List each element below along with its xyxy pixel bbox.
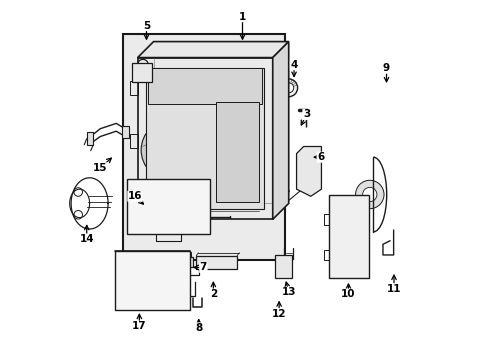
Bar: [115, 251, 189, 310]
Bar: [123, 35, 285, 260]
Text: 9: 9: [382, 63, 389, 73]
Bar: [132, 63, 151, 82]
Bar: [146, 68, 263, 209]
Text: 2: 2: [209, 289, 216, 299]
Text: 16: 16: [128, 191, 142, 201]
Circle shape: [279, 79, 297, 97]
Circle shape: [141, 120, 201, 180]
Text: 7: 7: [199, 262, 207, 272]
Circle shape: [299, 160, 318, 180]
Polygon shape: [296, 146, 321, 196]
Text: 11: 11: [386, 284, 400, 294]
Circle shape: [154, 134, 188, 167]
Circle shape: [362, 187, 376, 202]
Bar: [215, 102, 258, 202]
Text: 1: 1: [239, 12, 245, 22]
Text: 5: 5: [143, 21, 150, 31]
Text: 17: 17: [132, 321, 146, 331]
FancyBboxPatch shape: [123, 35, 285, 260]
Bar: [274, 255, 292, 278]
Bar: [324, 250, 328, 260]
Text: 13: 13: [281, 287, 295, 297]
Bar: [324, 214, 328, 225]
Circle shape: [355, 180, 383, 209]
Bar: [130, 81, 137, 95]
Bar: [87, 132, 93, 145]
Text: 4: 4: [290, 60, 297, 70]
Bar: [130, 134, 137, 148]
Text: 3: 3: [302, 110, 309, 120]
Bar: [186, 252, 191, 257]
Bar: [328, 195, 369, 278]
Polygon shape: [137, 41, 288, 57]
Circle shape: [303, 164, 314, 175]
Circle shape: [244, 81, 250, 87]
Bar: [184, 257, 192, 267]
Text: 14: 14: [79, 234, 94, 244]
Circle shape: [74, 211, 82, 219]
Circle shape: [283, 83, 293, 93]
Bar: [272, 93, 279, 106]
Text: 6: 6: [317, 152, 324, 162]
Bar: [122, 126, 128, 138]
Polygon shape: [272, 41, 288, 220]
Text: 10: 10: [341, 289, 355, 299]
Circle shape: [244, 124, 250, 130]
Text: 15: 15: [93, 163, 107, 173]
Bar: [127, 178, 210, 233]
Text: 8: 8: [195, 323, 202, 333]
Text: 12: 12: [272, 309, 286, 319]
Bar: [196, 256, 237, 269]
Bar: [148, 68, 261, 104]
Circle shape: [74, 188, 82, 196]
